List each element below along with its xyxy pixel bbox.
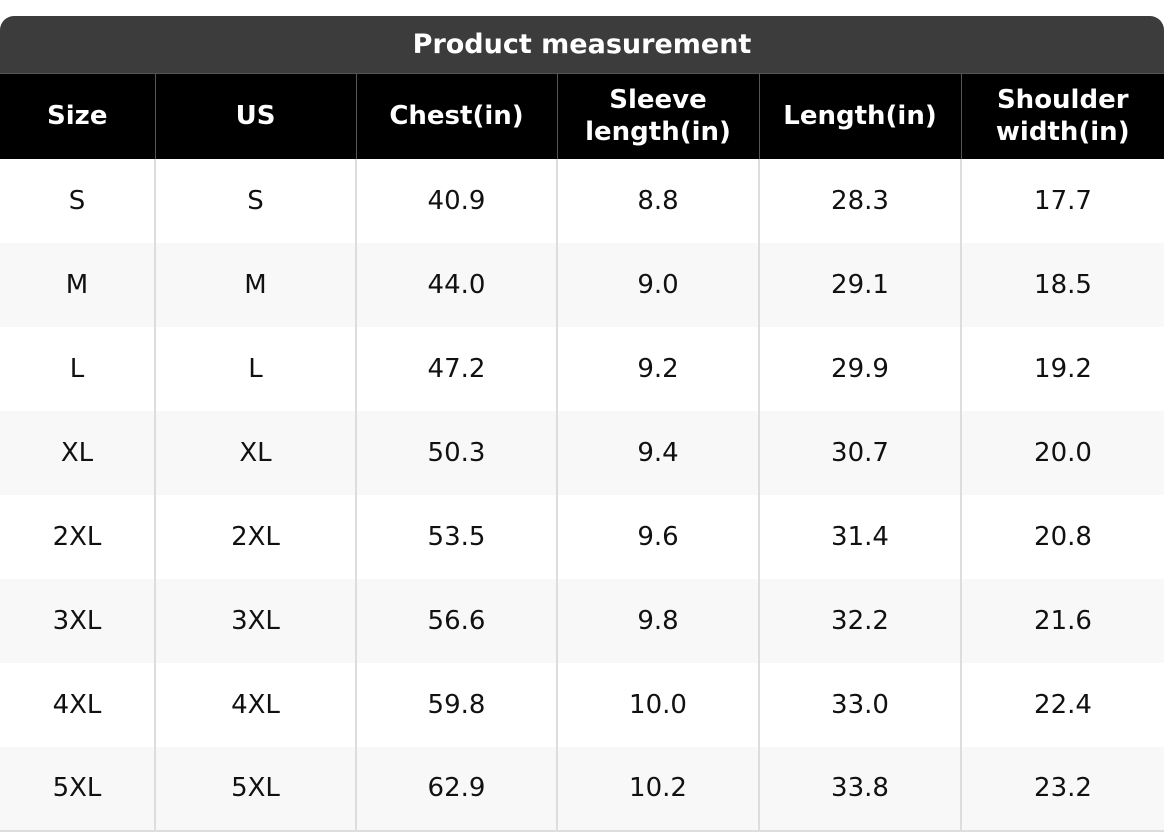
table-cell: 5XL bbox=[154, 746, 356, 832]
table-row: L L 47.2 9.2 29.9 19.2 bbox=[0, 326, 1164, 411]
table-cell: 9.4 bbox=[556, 410, 759, 495]
table-cell: 10.2 bbox=[556, 746, 759, 832]
table-cell: 4XL bbox=[52, 689, 102, 720]
table-cell: 9.0 bbox=[556, 242, 759, 327]
table-cell: 22.4 bbox=[960, 662, 1164, 747]
table-cell: 28.3 bbox=[758, 158, 961, 243]
size-chart: Product measurement Size US Chest(in) Sleev… bbox=[0, 16, 1164, 832]
table-cell: M bbox=[154, 242, 356, 327]
table-cell: L bbox=[69, 353, 85, 384]
table-cell: 40.9 bbox=[355, 158, 557, 243]
table-cell: 8.8 bbox=[556, 158, 759, 243]
table-cell: S bbox=[154, 158, 356, 243]
table-cell: S bbox=[68, 185, 86, 216]
table-row: 2XL 2XL 53.5 9.6 31.4 20.8 bbox=[0, 494, 1164, 579]
table-cell: 9.6 bbox=[556, 494, 759, 579]
table-cell: 21.6 bbox=[960, 578, 1164, 663]
table-row: 3XL 3XL 56.6 9.8 32.2 21.6 bbox=[0, 578, 1164, 663]
table-cell: 62.9 bbox=[355, 746, 557, 832]
table-cell: 5XL bbox=[0, 746, 155, 832]
table-cell: 56.6 bbox=[355, 578, 557, 663]
table-row: 4XL 4XL 59.8 10.0 33.0 22.4 bbox=[0, 662, 1164, 747]
header-row: Size US Chest(in) Sleeve length(in) Length(i… bbox=[0, 73, 1164, 159]
table-cell: 44.0 bbox=[355, 242, 557, 327]
table-cell: M bbox=[0, 242, 155, 327]
table-cell: 29.1 bbox=[758, 242, 961, 327]
table-row: M M 44.0 9.0 29.1 18.5 bbox=[0, 242, 1164, 327]
table-row: XL XL 50.3 9.4 30.7 20.0 bbox=[0, 410, 1164, 495]
table-row: 5XL 5XL 62.9 10.2 33.8 23.2 bbox=[0, 746, 1164, 832]
table-cell: 23.2 bbox=[960, 746, 1164, 832]
table-cell: 9.8 bbox=[556, 578, 759, 663]
table-cell: 9.2 bbox=[556, 326, 759, 411]
table-cell: 32.2 bbox=[758, 578, 961, 663]
table-cell: 20.8 bbox=[960, 494, 1164, 579]
column-header: Length(in) bbox=[758, 73, 961, 159]
table-cell: 29.9 bbox=[758, 326, 961, 411]
table-row: S S 40.9 8.8 28.3 17.7 bbox=[0, 158, 1164, 243]
table-cell: 18.5 bbox=[960, 242, 1164, 327]
table-cell: 20.0 bbox=[960, 410, 1164, 495]
measurement-table: Size US Chest(in) Sleeve length(in) Length(i… bbox=[0, 73, 1164, 832]
table-cell: 2XL bbox=[154, 494, 356, 579]
table-cell: XL bbox=[154, 410, 356, 495]
table-cell: 33.8 bbox=[758, 746, 961, 832]
table-cell: 17.7 bbox=[960, 158, 1164, 243]
table-cell: 3XL bbox=[154, 578, 356, 663]
table-cell: 59.8 bbox=[355, 662, 557, 747]
table-cell: 10.0 bbox=[556, 662, 759, 747]
column-header: Shoulder width(in) bbox=[960, 73, 1164, 159]
table-cell: 3XL bbox=[0, 578, 155, 663]
table-cell: 19.2 bbox=[960, 326, 1164, 411]
table-cell: 47.2 bbox=[355, 326, 557, 411]
table-cell: 4XL bbox=[154, 662, 356, 747]
table-cell: 33.0 bbox=[758, 662, 961, 747]
table-title: Product measurement bbox=[0, 16, 1164, 73]
table-cell: L bbox=[154, 326, 356, 411]
table-cell: 30.7 bbox=[758, 410, 961, 495]
column-header: Size bbox=[0, 73, 155, 159]
column-header: US bbox=[154, 73, 356, 159]
column-header: Sleeve length(in) bbox=[556, 73, 759, 159]
table-cell: 53.5 bbox=[355, 494, 557, 579]
table-cell: 31.4 bbox=[758, 494, 961, 579]
table-cell: 50.3 bbox=[355, 410, 557, 495]
table-cell: 2XL bbox=[52, 521, 102, 552]
column-header: Chest(in) bbox=[355, 73, 557, 159]
table-cell: XL bbox=[0, 410, 155, 495]
